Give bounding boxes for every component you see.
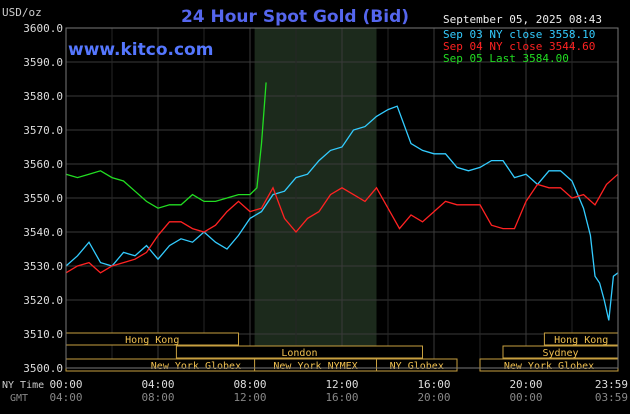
x-tick-label-ny: 23:59	[595, 378, 628, 391]
series-line-0	[65, 105, 619, 321]
x-tick-label-ny: 04:00	[141, 378, 174, 391]
y-tick-label: 3580.0	[23, 90, 63, 103]
session-label: Sydney	[542, 348, 578, 359]
x-row-label-ny: NY Time	[2, 380, 44, 391]
session-label: New York NYMEX	[273, 361, 357, 372]
y-tick-label: 3540.0	[23, 226, 63, 239]
session-label: New York Globex	[504, 361, 594, 372]
session-label: NY Globex	[390, 361, 444, 372]
y-tick-label: 3590.0	[23, 56, 63, 69]
y-tick-label: 3530.0	[23, 260, 63, 273]
y-axis-ticks: 3500.0 3510.0 3520.0 3530.0 3540.0 3550.0 3560…	[23, 22, 63, 375]
watermark: www.kitco.com	[68, 40, 213, 60]
session-label: New York Globex	[151, 361, 241, 372]
session-label: Hong Kong	[554, 335, 608, 346]
session-bar	[175, 345, 423, 359]
x-tick-label-ny: 08:00	[233, 378, 266, 391]
legend-entry-sep03: Sep 03 NY close 3558.10	[443, 28, 595, 41]
y-tick-label: 3560.0	[23, 158, 63, 171]
x-tick-label-gmt: 08:00	[141, 391, 174, 404]
x-tick-label-ny: 00:00	[49, 378, 82, 391]
x-axis-ticks: 00:0004:0004:0008:0008:0012:0012:0016:00…	[49, 378, 628, 404]
x-tick-label-ny: 20:00	[509, 378, 542, 391]
legend: Sep 03 NY close 3558.10 Sep 04 NY close …	[443, 28, 595, 65]
x-tick-label-gmt: 16:00	[325, 391, 358, 404]
y-unit-label: USD/oz	[2, 6, 42, 19]
series-line-2	[65, 82, 267, 209]
chart-title: 24 Hour Spot Gold (Bid)	[181, 7, 409, 27]
x-tick-label-ny: 16:00	[417, 378, 450, 391]
legend-entry-sep04: Sep 04 NY close 3544.60	[443, 40, 595, 53]
y-tick-label: 3550.0	[23, 192, 63, 205]
series-line-1	[65, 173, 619, 274]
y-tick-label: 3570.0	[23, 124, 63, 137]
plot-frame	[65, 27, 619, 369]
x-tick-label-gmt: 03:59	[595, 391, 628, 404]
y-tick-label: 3500.0	[23, 362, 63, 375]
x-tick-label-gmt: 12:00	[233, 391, 266, 404]
date-stamp: September 05, 2025 08:43	[443, 13, 602, 26]
x-tick-label-ny: 12:00	[325, 378, 358, 391]
x-row-label-gmt: GMT	[10, 393, 28, 404]
session-label: London	[281, 348, 317, 359]
y-tick-label: 3520.0	[23, 294, 63, 307]
x-tick-label-gmt: 04:00	[49, 391, 82, 404]
series-lines	[65, 82, 619, 321]
x-tick-label-gmt: 00:00	[509, 391, 542, 404]
session-label: Hong Kong	[125, 335, 179, 346]
legend-entry-sep05: Sep 05 Last 3584.00	[443, 52, 569, 65]
x-tick-label-gmt: 20:00	[417, 391, 450, 404]
y-tick-label: 3510.0	[23, 328, 63, 341]
y-tick-label: 3600.0	[23, 22, 63, 35]
